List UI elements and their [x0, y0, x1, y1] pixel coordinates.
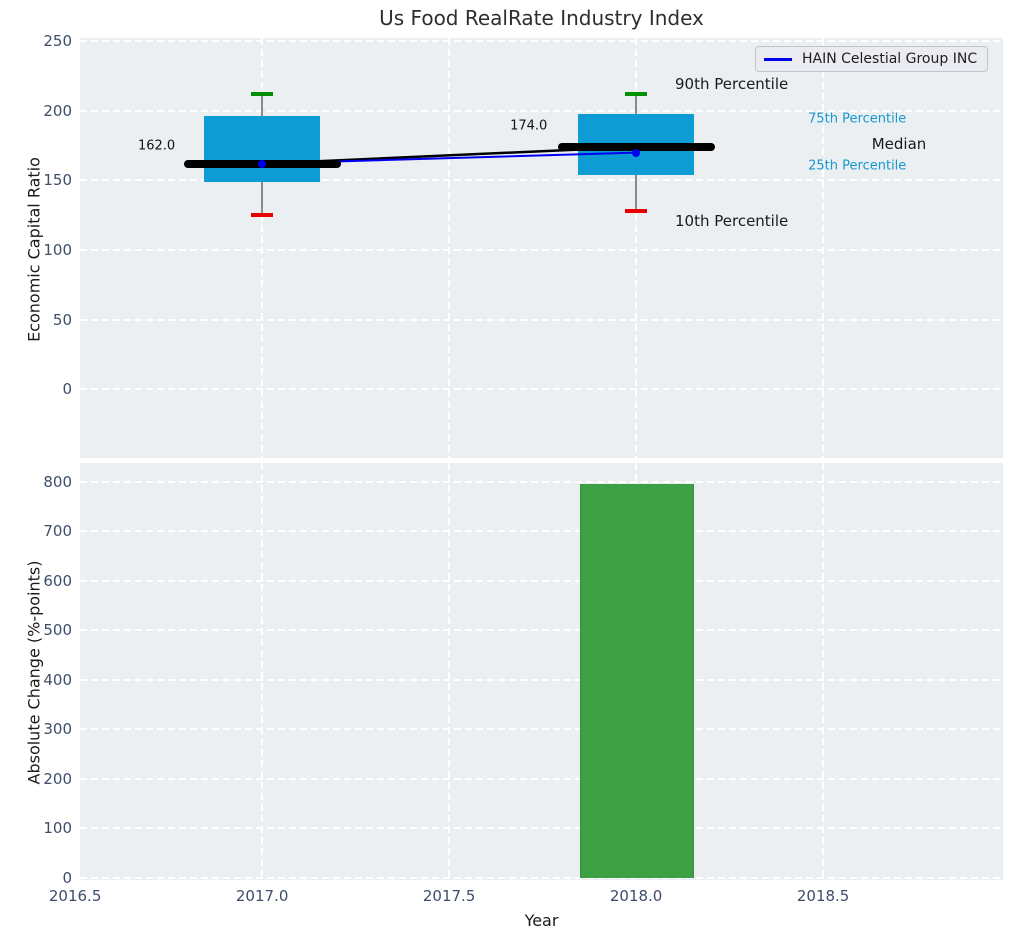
bottom-y-axis-label: Absolute Change (%-points) [24, 560, 44, 785]
top-plot-area: 162.0 174.0 90th Percentile 75th Percentile… [80, 38, 1003, 458]
annotation-label: 90th Percentile [675, 75, 789, 94]
gridline-vertical [822, 38, 825, 458]
y-tick-label: 200 [43, 101, 72, 120]
x-tick-label: 2018.0 [609, 887, 663, 905]
annotation-label: 174.0 [510, 118, 548, 134]
gridline-horizontal [80, 249, 1003, 252]
gridline-horizontal [80, 777, 1003, 780]
x-tick-label: 2017.5 [422, 887, 476, 905]
y-tick-label: 150 [43, 171, 72, 190]
iqr-box [204, 116, 321, 182]
y-tick-label: 100 [43, 241, 72, 260]
gridline-horizontal [80, 629, 1003, 632]
top-y-axis-label: Economic Capital Ratio [24, 157, 44, 342]
gridline-vertical [635, 38, 638, 458]
gridline-horizontal [80, 179, 1003, 182]
y-tick-label: 800 [43, 472, 72, 491]
annotation-label: 162.0 [137, 138, 176, 154]
annotation-label: 10th Percentile [675, 211, 789, 230]
legend-label: HAIN Celestial Group INC [802, 51, 978, 67]
annotation-label: 25th Percentile [808, 158, 907, 174]
gridline-horizontal [80, 876, 1003, 879]
y-tick-label: 500 [43, 621, 72, 640]
legend-line-sample [764, 57, 792, 61]
gridline-vertical [448, 463, 451, 880]
y-tick-label: 300 [43, 720, 72, 739]
whisker-cap-10th [251, 213, 274, 218]
y-tick-label: 100 [43, 819, 72, 838]
x-axis-label: Year [524, 911, 559, 930]
company-marker [632, 148, 641, 157]
gridline-vertical [261, 463, 264, 880]
gridline-horizontal [80, 40, 1003, 43]
whisker-cap-90th [625, 92, 648, 97]
y-tick-label: 700 [43, 522, 72, 541]
gridline-horizontal [80, 388, 1003, 391]
whisker-cap-10th [625, 209, 648, 214]
x-tick-label: 2017.0 [235, 887, 289, 905]
gridline-vertical [261, 38, 264, 458]
gridline-horizontal [80, 827, 1003, 830]
x-tick-label: 2018.5 [796, 887, 850, 905]
gridline-horizontal [80, 678, 1003, 681]
median-bar [557, 143, 715, 151]
y-tick-label: 0 [62, 868, 72, 887]
y-tick-label: 0 [62, 380, 72, 399]
legend: HAIN Celestial Group INC [755, 46, 989, 72]
y-tick-label: 50 [52, 310, 72, 329]
y-tick-label: 600 [43, 571, 72, 590]
annotation-label: 75th Percentile [808, 111, 907, 127]
y-tick-label: 200 [43, 769, 72, 788]
annotation-label: Median [871, 135, 927, 154]
chart-title: Us Food RealRate Industry Index [379, 6, 704, 30]
gridline-horizontal [80, 318, 1003, 321]
company-marker [258, 159, 267, 168]
x-tick-label: 2016.5 [48, 887, 102, 905]
gridline-horizontal [80, 480, 1003, 483]
gridline-horizontal [80, 109, 1003, 112]
y-tick-label: 250 [43, 32, 72, 51]
gridline-horizontal [80, 728, 1003, 731]
whisker-cap-90th [251, 92, 274, 97]
gridline-vertical [448, 38, 451, 458]
gridline-horizontal [80, 579, 1003, 582]
bottom-plot-area [80, 463, 1003, 880]
gridline-horizontal [80, 530, 1003, 533]
gridline-vertical [822, 463, 825, 880]
change-bar [580, 483, 695, 878]
y-tick-label: 400 [43, 670, 72, 689]
trend-lines [262, 145, 637, 165]
